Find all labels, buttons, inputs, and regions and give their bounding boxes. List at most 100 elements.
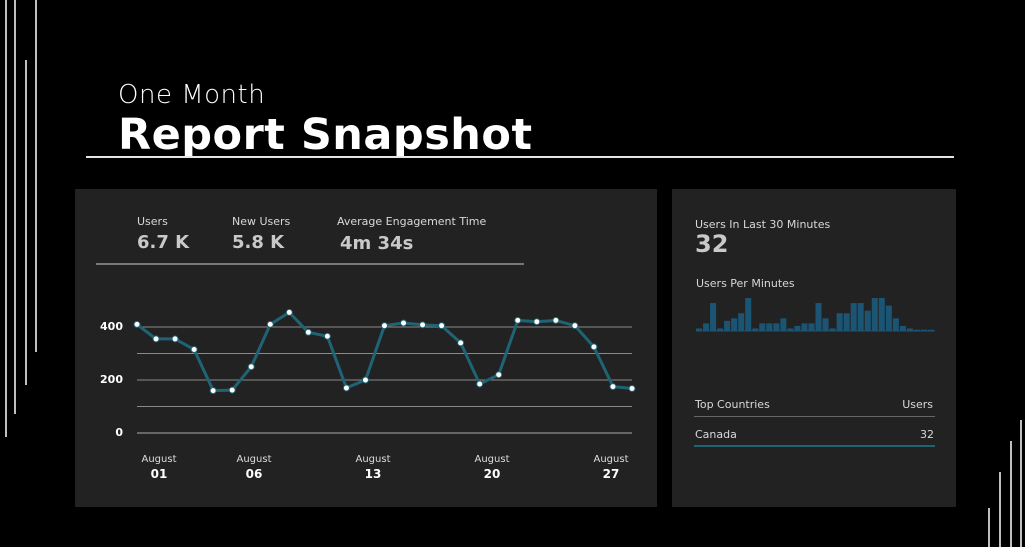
minute-bar	[892, 318, 899, 331]
decor-line	[1020, 420, 1022, 547]
page-title: Report Snapshot	[118, 110, 533, 160]
data-point	[228, 386, 236, 394]
data-point	[438, 322, 446, 330]
decor-line	[1010, 441, 1012, 547]
minute-bar	[857, 303, 864, 331]
data-point	[133, 320, 141, 328]
kpi-divider	[96, 263, 524, 265]
kpi-users-label: Users	[137, 215, 168, 228]
x-tick-label: August 13	[343, 452, 403, 482]
data-point	[514, 316, 522, 324]
data-point	[609, 383, 617, 391]
kpi-engagement-label: Average Engagement Time	[337, 215, 487, 228]
minute-bar	[878, 298, 885, 331]
data-point	[171, 335, 179, 343]
data-point	[247, 363, 255, 371]
users-over-time-card: Users 6.7 K New Users 5.8 K Average Enga…	[75, 189, 657, 507]
data-point	[209, 387, 217, 395]
x-tick-day: 01	[150, 467, 168, 481]
minute-bar	[787, 328, 794, 331]
kpi-new-users-label: New Users	[232, 215, 291, 228]
kpi-engagement-value: 4m 34s	[340, 233, 414, 254]
realtime-label: Users In Last 30 Minutes	[695, 218, 831, 231]
data-point	[590, 343, 598, 351]
minute-bar	[864, 310, 871, 331]
realtime-value: 32	[695, 230, 729, 258]
minute-bar	[920, 329, 927, 331]
data-point	[342, 384, 350, 392]
minute-bar	[899, 325, 906, 331]
countries-header-divider	[694, 416, 935, 417]
users-line-chart	[133, 308, 636, 434]
data-point	[628, 384, 636, 392]
minute-bar	[808, 323, 815, 331]
minute-bar	[696, 328, 703, 331]
data-point	[533, 318, 541, 326]
title-underline	[86, 156, 954, 158]
x-tick-month: August	[593, 454, 629, 465]
country-row-bar	[694, 445, 935, 447]
y-tick-label: 400	[100, 320, 123, 333]
data-point	[361, 376, 369, 384]
minute-bar	[836, 313, 843, 331]
minute-bar	[780, 318, 787, 331]
x-tick-month: August	[474, 454, 510, 465]
country-users: 32	[920, 428, 934, 441]
data-point	[323, 332, 331, 340]
users-per-minute-chart	[696, 298, 935, 332]
page-subtitle: One Month	[118, 80, 266, 110]
x-tick-day: 27	[602, 467, 620, 481]
kpi-users-value: 6.7 K	[137, 232, 190, 253]
minute-bar	[738, 313, 745, 331]
country-name: Canada	[695, 428, 737, 441]
x-tick-day: 13	[364, 467, 382, 481]
countries-header-value: Users	[902, 398, 933, 411]
y-tick-label: 0	[115, 426, 123, 439]
minute-bar	[822, 318, 829, 331]
minute-bar	[906, 328, 913, 331]
decor-line	[14, 0, 16, 414]
minute-bar	[850, 303, 857, 331]
data-point	[495, 371, 503, 379]
data-point	[400, 319, 408, 327]
data-point	[304, 328, 312, 336]
x-tick-month: August	[236, 454, 272, 465]
data-point	[457, 339, 465, 347]
minute-bar	[794, 325, 801, 331]
decor-line	[5, 0, 7, 437]
minute-bar	[829, 328, 836, 331]
minute-bar	[843, 313, 850, 331]
data-point	[152, 335, 160, 343]
per-minute-label: Users Per Minutes	[696, 277, 795, 290]
minute-bar	[766, 323, 773, 331]
y-tick-label: 200	[100, 373, 123, 386]
x-tick-label: August 01	[129, 452, 189, 482]
data-point	[381, 322, 388, 330]
kpi-new-users-value: 5.8 K	[232, 232, 285, 253]
x-tick-day: 06	[245, 467, 263, 481]
data-point	[285, 308, 293, 316]
minute-bar	[724, 320, 731, 331]
data-point	[190, 346, 198, 354]
minute-bar	[752, 328, 759, 331]
x-tick-month: August	[141, 454, 177, 465]
data-point	[571, 322, 579, 330]
minute-bar	[731, 318, 738, 331]
x-tick-month: August	[355, 454, 391, 465]
minute-bar	[871, 298, 878, 331]
data-point	[552, 316, 560, 324]
decor-line	[25, 60, 27, 385]
minute-bar	[773, 323, 780, 331]
countries-header-label: Top Countries	[695, 398, 770, 411]
realtime-card: Users In Last 30 Minutes 32 Users Per Mi…	[672, 189, 956, 507]
minute-bar	[703, 323, 710, 331]
minute-bar	[885, 305, 892, 331]
data-point	[419, 321, 427, 329]
x-tick-day: 20	[483, 467, 501, 481]
decor-line	[35, 0, 37, 352]
x-tick-label: August 27	[581, 452, 641, 482]
minute-bar	[913, 329, 920, 331]
minute-bar	[815, 303, 822, 331]
x-tick-label: August 06	[224, 452, 284, 482]
minute-bar	[927, 329, 934, 331]
